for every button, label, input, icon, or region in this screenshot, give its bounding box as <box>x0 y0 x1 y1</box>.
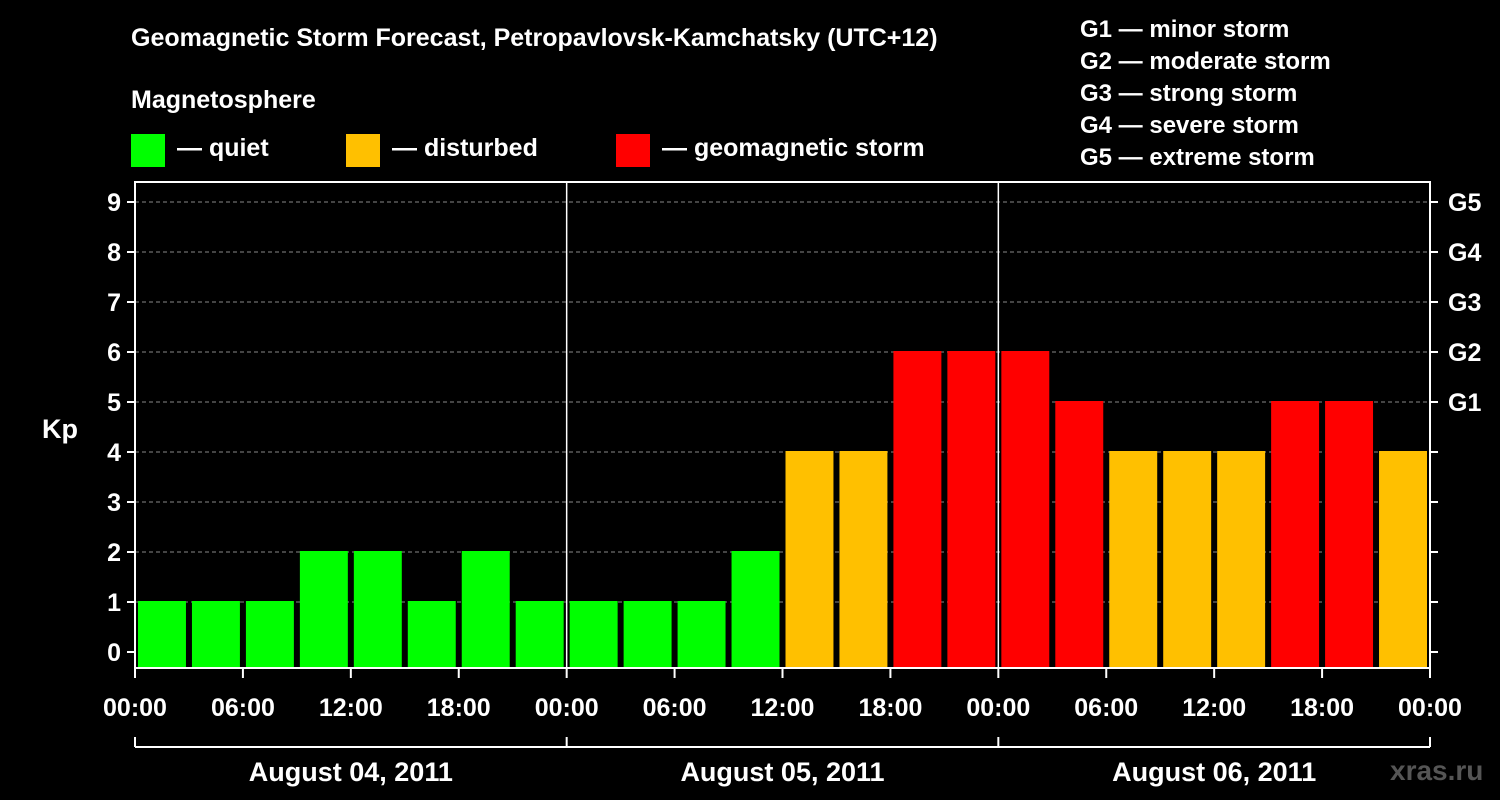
bar <box>623 601 672 668</box>
bar <box>731 551 780 668</box>
storm-scale-g2: G2 — moderate storm <box>1080 48 1331 75</box>
g-scale-label: G1 <box>1448 389 1481 417</box>
x-tick-label: 12:00 <box>319 694 383 722</box>
day-label: August 05, 2011 <box>680 757 884 787</box>
y-tick-label: 7 <box>107 289 121 317</box>
x-tick-label: 00:00 <box>103 694 167 722</box>
x-tick-label: 18:00 <box>858 694 922 722</box>
g-scale-label: G5 <box>1448 189 1481 217</box>
x-tick-label: 06:00 <box>643 694 707 722</box>
bar <box>245 601 294 668</box>
bar <box>677 601 726 668</box>
x-tick-label: 00:00 <box>1398 694 1462 722</box>
bar <box>1055 401 1104 668</box>
g-scale-label: G4 <box>1448 239 1481 267</box>
x-tick-label: 00:00 <box>966 694 1030 722</box>
bar <box>785 451 834 668</box>
bar <box>1001 351 1050 668</box>
x-tick-label: 06:00 <box>211 694 275 722</box>
x-tick-label: 18:00 <box>1290 694 1354 722</box>
legend-label-disturbed: — disturbed <box>392 134 538 162</box>
storm-scale-list: G1 — minor storm G2 — moderate storm G3 … <box>1080 14 1331 174</box>
day-label: August 04, 2011 <box>249 757 453 787</box>
bar <box>407 601 456 668</box>
bar <box>1325 401 1374 668</box>
y-tick-label: 9 <box>107 189 121 217</box>
bar <box>1271 401 1320 668</box>
x-tick-label: 12:00 <box>751 694 815 722</box>
y-tick-label: 6 <box>107 339 121 367</box>
bar <box>947 351 996 668</box>
bar <box>299 551 348 668</box>
bar <box>1163 451 1212 668</box>
y-tick-label: 0 <box>107 639 121 667</box>
legend-swatch-quiet <box>131 134 165 167</box>
watermark: xras.ru <box>1390 755 1484 786</box>
day-label: August 06, 2011 <box>1112 757 1316 787</box>
x-tick-label: 06:00 <box>1074 694 1138 722</box>
x-tick-label: 00:00 <box>535 694 599 722</box>
legend-heading: Magnetosphere <box>131 86 316 114</box>
bar <box>515 601 564 668</box>
chart-title: Geomagnetic Storm Forecast, Petropavlovs… <box>131 24 938 52</box>
y-tick-label: 1 <box>107 589 121 617</box>
storm-scale-g1: G1 — minor storm <box>1080 16 1290 43</box>
bar <box>1217 451 1266 668</box>
legend-label-storm: — geomagnetic storm <box>662 134 925 162</box>
x-tick-label: 18:00 <box>427 694 491 722</box>
y-tick-label: 4 <box>107 439 121 467</box>
legend-label-quiet: — quiet <box>177 134 269 162</box>
legend-swatch-storm <box>616 134 650 167</box>
g-scale-label: G2 <box>1448 339 1481 367</box>
bar <box>191 601 240 668</box>
bar <box>569 601 618 668</box>
storm-scale-g3: G3 — strong storm <box>1080 80 1298 107</box>
y-tick-label: 3 <box>107 489 121 517</box>
bar <box>893 351 942 668</box>
bar <box>461 551 510 668</box>
storm-scale-g5: G5 — extreme storm <box>1080 144 1315 171</box>
bar <box>1379 451 1427 668</box>
storm-scale-g4: G4 — severe storm <box>1080 112 1299 139</box>
y-tick-label: 8 <box>107 239 121 267</box>
y-tick-label: 2 <box>107 539 121 567</box>
y-axis-label: Kp <box>42 414 78 444</box>
bar <box>1109 451 1158 668</box>
y-tick-label: 5 <box>107 389 121 417</box>
x-tick-label: 12:00 <box>1182 694 1246 722</box>
bar <box>138 601 186 668</box>
g-scale-label: G3 <box>1448 289 1481 317</box>
bar <box>353 551 402 668</box>
legend-swatch-disturbed <box>346 134 380 167</box>
bar <box>839 451 888 668</box>
